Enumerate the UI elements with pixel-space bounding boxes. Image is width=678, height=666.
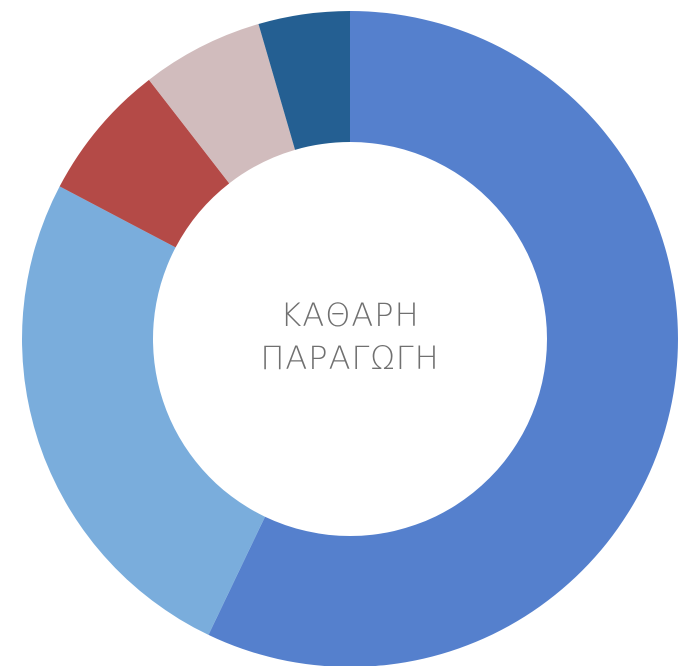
donut-slice [208, 11, 678, 666]
center-text: ΠΑΡΑΓΩΓΗ [260, 339, 439, 377]
donut-slice [59, 79, 230, 248]
donut-slice [148, 24, 296, 184]
donut-slice [258, 10, 350, 150]
slices [22, 10, 678, 666]
donut-slice [22, 186, 266, 635]
center-text: ΚΑΘΑΡΗ [280, 296, 419, 334]
